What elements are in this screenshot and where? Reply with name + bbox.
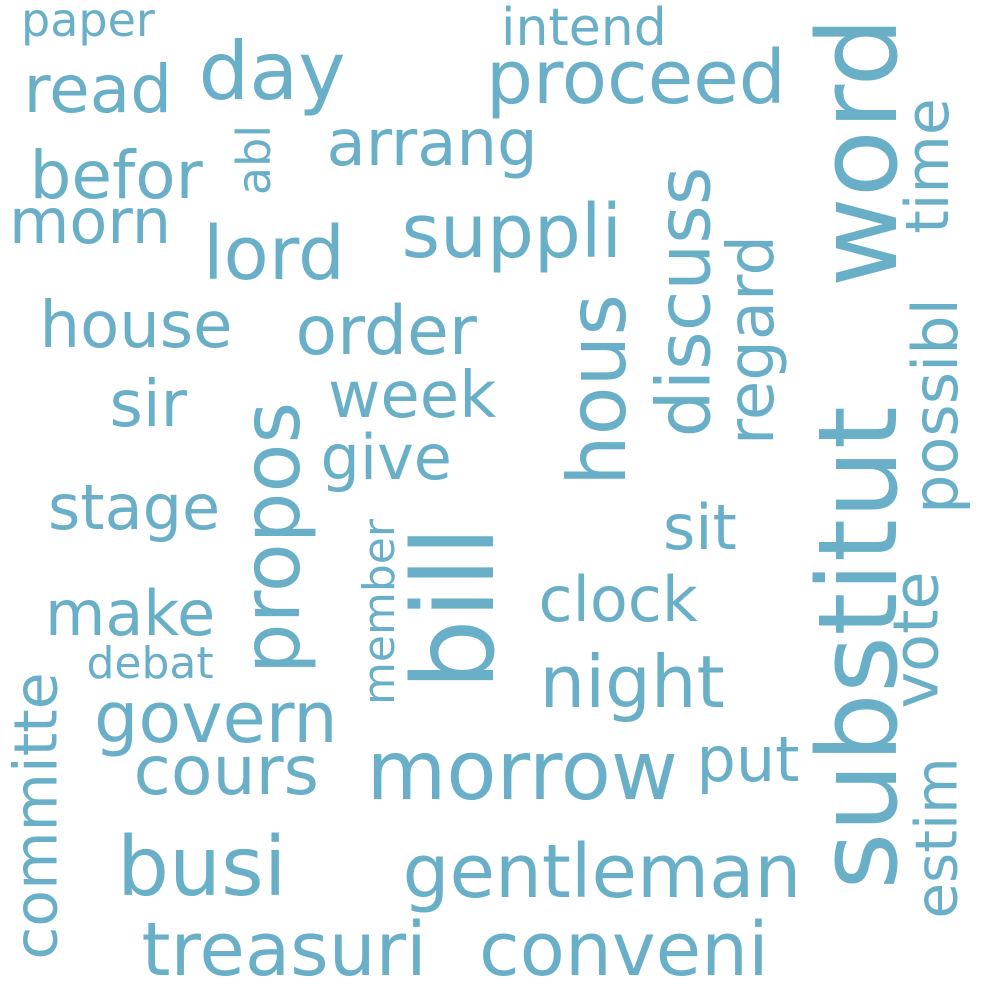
word-propos: propos [225, 401, 319, 675]
word-lord: lord [203, 211, 345, 297]
word-bill: bill [390, 525, 521, 691]
word-treasuri: treasuri [141, 907, 427, 993]
word-possibl: possibl [898, 298, 972, 514]
word-govern: govern [94, 677, 338, 759]
word-arrang: arrang [326, 107, 538, 181]
word-sit: sit [663, 491, 737, 564]
word-discuss: discuss [640, 166, 727, 438]
word-member: member [353, 519, 405, 705]
word-house: house [39, 289, 233, 363]
word-paper: paper [21, 0, 155, 47]
word-estim: estim [902, 757, 971, 919]
word-stage: stage [48, 471, 221, 544]
word-clock: clock [538, 563, 698, 636]
word-conveni: conveni [479, 907, 769, 993]
word-committe: committe [1, 672, 72, 960]
word-give: give [320, 421, 452, 494]
word-week: week [328, 359, 497, 433]
word-vote: vote [879, 571, 953, 709]
word-regard: regard [714, 235, 789, 445]
word-morrow: morrow [366, 724, 678, 819]
word-night: night [539, 640, 725, 724]
word-make: make [45, 577, 216, 650]
word-day: day [198, 25, 346, 118]
word-morn: morn [9, 185, 172, 258]
word-busi: busi [117, 820, 287, 915]
word-abl: abl [227, 124, 282, 196]
word-debat: debat [86, 638, 214, 689]
word-befor: befor [29, 137, 203, 214]
word-order: order [295, 292, 477, 371]
word-time: time [892, 98, 963, 234]
word-suppli: suppli [401, 189, 623, 275]
word-proceed: proceed [486, 35, 786, 121]
word-intend: intend [501, 0, 667, 58]
word-gentleman: gentleman [402, 829, 802, 915]
word-hous: hous [551, 293, 645, 487]
word-sir: sir [109, 368, 187, 442]
word-put: put [696, 723, 800, 796]
word-cours: cours [133, 732, 319, 811]
word-read: read [23, 51, 173, 128]
